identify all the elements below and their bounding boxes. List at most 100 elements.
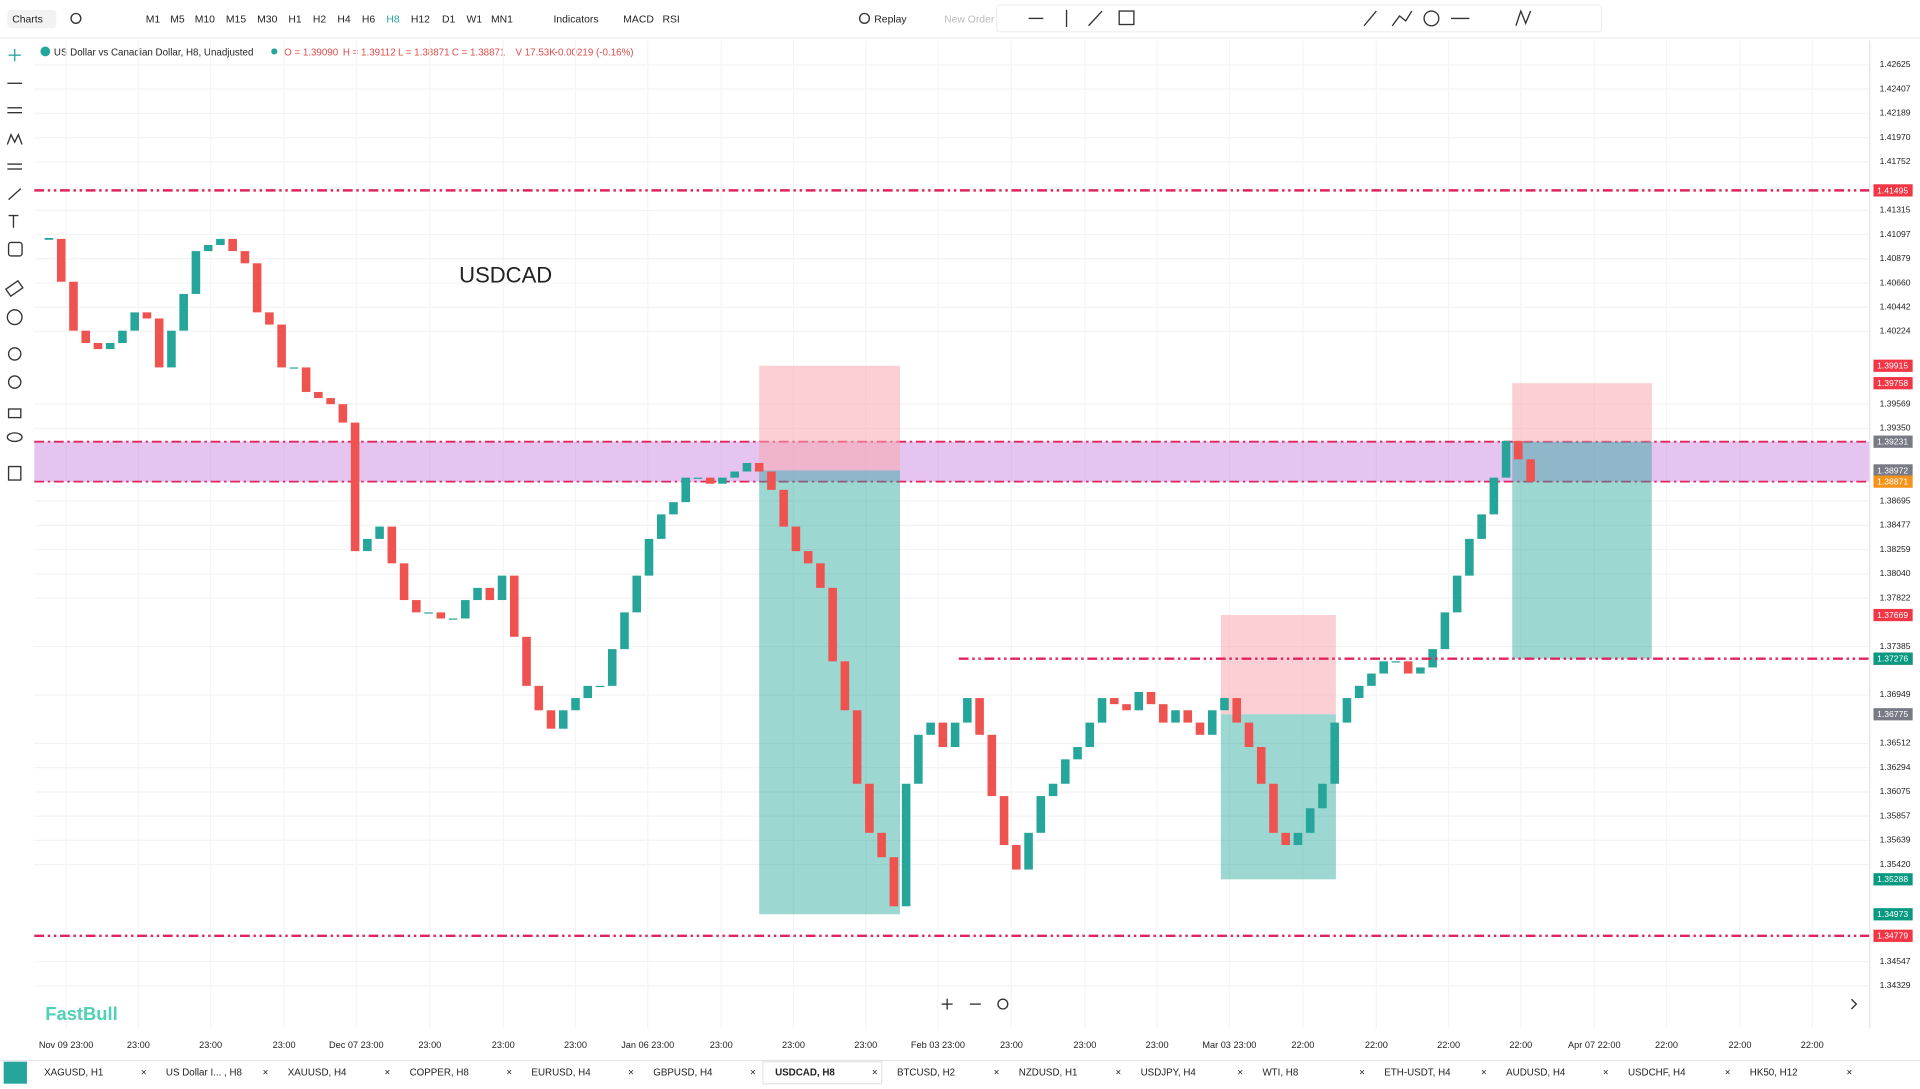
price-tag-label: 1.34779 (1877, 931, 1908, 941)
tab-close[interactable]: × (1603, 1067, 1609, 1078)
y-tick-label: 1.37385 (1880, 641, 1911, 651)
price-tag (1873, 184, 1913, 197)
search-icon[interactable] (70, 12, 82, 24)
favorites-button[interactable] (3, 1061, 27, 1084)
tab[interactable]: XAUUSD, H4 (288, 1067, 347, 1078)
drawing-tools (1028, 9, 1532, 27)
candle (938, 722, 948, 748)
tab-close[interactable]: × (1359, 1067, 1365, 1078)
timeframe-button[interactable]: W1 (467, 14, 483, 25)
timeframe-button[interactable]: H6 (362, 14, 376, 25)
timeframe-button[interactable]: D1 (442, 14, 456, 25)
candle (840, 661, 850, 711)
tab[interactable]: USDCHF, H4 (1628, 1067, 1686, 1078)
tab-close[interactable]: × (1237, 1067, 1243, 1078)
candle (203, 244, 213, 252)
timeframe-button[interactable]: M30 (257, 14, 277, 25)
candle (607, 649, 617, 686)
tab-close[interactable]: × (141, 1067, 147, 1078)
brand-logo: FastBull (45, 1003, 117, 1024)
tab[interactable]: COPPER, H8 (410, 1067, 470, 1078)
candle (510, 575, 519, 637)
tab-close[interactable]: × (750, 1067, 756, 1078)
candle (497, 575, 507, 601)
price-tag-label: 1.34973 (1877, 909, 1908, 919)
candle (1085, 722, 1095, 748)
candle (1342, 698, 1352, 723)
candle (1489, 477, 1499, 515)
new-order-button[interactable]: New Order (944, 14, 995, 25)
candle (571, 698, 580, 711)
candle (130, 312, 139, 331)
tab-close[interactable]: × (263, 1067, 269, 1078)
candle (350, 422, 360, 552)
symbol-icon (40, 46, 51, 57)
tab-close[interactable]: × (1481, 1067, 1487, 1078)
x-tick-label: 22:00 (1291, 1040, 1314, 1050)
rsi-button[interactable]: RSI (662, 14, 679, 25)
candle (546, 710, 556, 729)
x-tick-label: 23:00 (492, 1040, 515, 1050)
charts-menu[interactable] (7, 9, 57, 29)
candle (191, 251, 201, 294)
tab-close[interactable]: × (994, 1067, 1000, 1078)
replay-button[interactable]: Replay (874, 14, 907, 25)
timeframe-button[interactable]: H2 (313, 14, 327, 25)
candle (730, 471, 739, 478)
macd-button[interactable]: MACD (623, 14, 654, 25)
tab[interactable]: WTI, H8 (1262, 1067, 1298, 1078)
candle (93, 343, 103, 350)
tab[interactable]: USDCAD, H8 (775, 1067, 835, 1078)
timeframe-button[interactable]: H1 (288, 14, 302, 25)
tab[interactable]: EURUSD, H4 (531, 1067, 591, 1078)
tab[interactable]: GBPUSD, H4 (653, 1067, 713, 1078)
timeframe-button[interactable]: H4 (337, 14, 351, 25)
indicators-button[interactable]: Indicators (553, 14, 598, 25)
zoom-controls[interactable] (941, 998, 1858, 1010)
timeframe-button[interactable]: MN1 (491, 14, 513, 25)
tab[interactable]: USDJPY, H4 (1141, 1067, 1197, 1078)
timeframe-button[interactable]: M5 (170, 14, 185, 25)
price-tag-label: 1.37276 (1877, 654, 1908, 664)
tab[interactable]: BTCUSD, H2 (897, 1067, 955, 1078)
tab[interactable]: US Dollar I... , H8 (166, 1067, 243, 1078)
tab-close[interactable]: × (1847, 1067, 1853, 1078)
tab[interactable]: ETH-USDT, H4 (1384, 1067, 1451, 1078)
candle (1367, 673, 1376, 686)
x-tick-label: 23:00 (782, 1040, 805, 1050)
target-zone (759, 470, 900, 915)
stop-zone (1512, 383, 1652, 442)
candle (656, 514, 666, 539)
price-tag-label: 1.38871 (1877, 477, 1908, 487)
tab-close[interactable]: × (628, 1067, 634, 1078)
candle (987, 734, 997, 797)
x-tick-label: 22:00 (1365, 1040, 1388, 1050)
change-value: -0.00219 (-0.16%) (555, 47, 634, 58)
timeframe-button[interactable]: H8 (386, 14, 400, 25)
tab[interactable]: AUDUSD, H4 (1506, 1067, 1566, 1078)
candle (485, 587, 495, 601)
candle (865, 783, 874, 833)
tab-close[interactable]: × (384, 1067, 390, 1078)
price-tag (1873, 464, 1913, 477)
tab[interactable]: NZDUSD, H1 (1019, 1067, 1078, 1078)
tab-close[interactable]: × (506, 1067, 512, 1078)
candle (1318, 783, 1327, 809)
target-zone (1512, 441, 1652, 659)
tab[interactable]: HK50, H12 (1750, 1067, 1798, 1078)
x-tick-label: Apr 07 22:00 (1568, 1040, 1621, 1050)
timeframe-button[interactable]: H12 (411, 14, 430, 25)
timeframe-button[interactable]: M15 (226, 14, 246, 25)
x-tick-label: 23:00 (418, 1040, 441, 1050)
candle (558, 710, 568, 729)
timeframe-button[interactable]: M10 (195, 14, 215, 25)
tab-close[interactable]: × (1725, 1067, 1731, 1078)
replay-icon (858, 12, 871, 24)
tab-close[interactable]: × (872, 1067, 878, 1078)
candle (1330, 722, 1339, 784)
tab-close[interactable]: × (1116, 1067, 1122, 1078)
candle (375, 526, 384, 539)
candle (1158, 704, 1168, 723)
timeframe-button[interactable]: M1 (146, 14, 161, 25)
tab[interactable]: XAGUSD, H1 (44, 1067, 103, 1078)
